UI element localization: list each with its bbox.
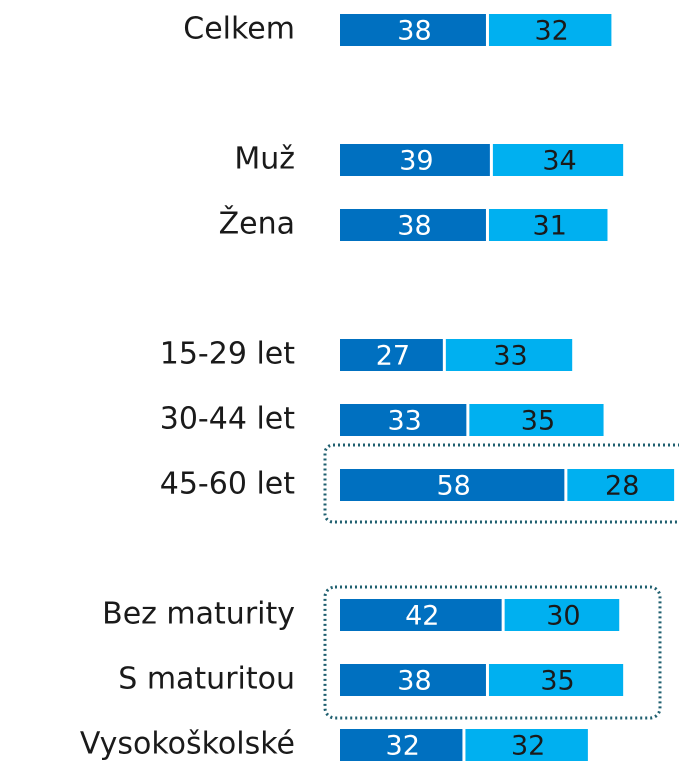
highlight-box [323, 585, 662, 720]
value-label: 39 [399, 146, 433, 177]
bar-segment [340, 339, 443, 371]
category-label: S maturitou [118, 662, 295, 697]
category-label: Vysokoškolské [80, 727, 295, 762]
category-label: Celkem [183, 12, 295, 47]
bar-segment [492, 144, 624, 176]
bar-segment [340, 664, 486, 696]
bar-segment [465, 729, 588, 761]
highlight-box [323, 443, 679, 524]
value-label: 38 [397, 666, 431, 697]
value-label: 27 [376, 341, 410, 372]
category-label: Bez maturity [102, 597, 295, 632]
value-label: 33 [388, 406, 422, 437]
bar-segment [340, 599, 502, 631]
value-label: 33 [493, 341, 527, 372]
category-label: Žena [219, 206, 295, 242]
value-label: 58 [437, 471, 471, 502]
value-label: 35 [540, 666, 574, 697]
bar-segment [488, 14, 612, 46]
category-label: 30-44 let [160, 402, 296, 437]
value-label: 32 [386, 731, 420, 762]
bar-segment [488, 664, 624, 696]
value-label: 30 [546, 601, 580, 632]
bar-segment [340, 729, 463, 761]
bar-segment [340, 144, 490, 176]
value-label: 38 [397, 16, 431, 47]
category-label: Muž [234, 142, 295, 177]
value-label: 32 [535, 16, 569, 47]
value-label: 32 [511, 731, 545, 762]
value-label: 31 [533, 211, 567, 242]
bar-segment [488, 209, 608, 241]
value-label: 38 [397, 211, 431, 242]
bar-segment [340, 404, 467, 436]
bar-segment [340, 209, 486, 241]
value-label: 34 [542, 146, 576, 177]
bar-segment [445, 339, 573, 371]
bar-segment [567, 469, 675, 501]
category-label: 15-29 let [160, 337, 296, 372]
bar-segment [469, 404, 604, 436]
bar-segment [340, 14, 486, 46]
value-label: 28 [605, 471, 639, 502]
bar-segment [340, 469, 565, 501]
bar-segment [504, 599, 620, 631]
value-label: 42 [405, 601, 439, 632]
value-label: 35 [521, 406, 555, 437]
category-label: 45-60 let [160, 467, 296, 502]
